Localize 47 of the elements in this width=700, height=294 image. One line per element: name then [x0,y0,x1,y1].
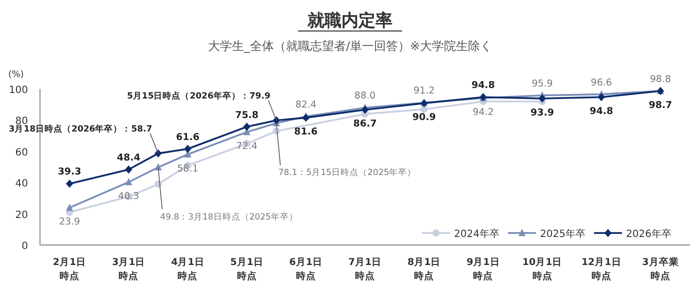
data-label: 86.7 [353,118,377,130]
data-label: 58.1 [177,163,198,174]
y-tick-label: 0 [22,241,28,252]
data-label: 98.7 [648,100,672,112]
data-label: 88.0 [354,90,376,102]
x-tick-label: 12月1日時点 [581,257,622,282]
data-label: 82.4 [295,99,316,110]
x-tick-label: 3月1日時点 [112,257,146,282]
x-tick-label: 3月卒業時点 [642,256,679,282]
legend-label: 2025年卒 [540,228,586,240]
x-tick-label: 9月1日時点 [466,257,500,282]
data-label: 94.2 [472,107,494,118]
x-tick-label: 4月1日時点 [171,257,204,282]
data-label: 72.4 [236,141,258,152]
data-label: 49.8：3月18日時点（2025年卒） [160,211,298,222]
data-label: 40.3 [118,191,140,202]
data-label: 95.9 [532,78,553,90]
y-axis-title: (%) [8,70,24,80]
x-tick-label: 2月1日時点 [52,257,86,282]
y-tick-label: 40 [15,178,28,190]
data-label: 91.2 [414,86,435,97]
data-label: 94.8 [590,106,614,118]
data-label: 90.9 [412,112,436,124]
x-tick-label: 8月1日時点 [407,257,441,282]
data-label: 39.3 [58,166,82,178]
data-label: 98.8 [650,74,672,85]
x-tick-label: 7月1日時点 [348,257,382,282]
y-tick-label: 20 [15,210,28,221]
data-label: 75.8 [235,110,259,121]
data-label: 81.6 [294,126,318,138]
data-label: 48.4 [116,152,141,164]
chart-subtitle: 大学生_全体（就職志望者/単一回答）※大学院生除く [208,39,492,53]
data-label: 23.9 [58,216,80,228]
chart-title: 就職内定率 [306,11,392,31]
data-label: 93.9 [530,108,554,119]
data-label: 94.8 [471,80,496,92]
data-label: 5月15日時点（2026年卒）：79.9 [126,90,270,102]
legend-label: 2026年卒 [626,228,672,240]
data-label: 96.6 [590,77,612,88]
y-tick-label: 60 [15,147,28,158]
x-tick-label: 10月1日時点 [522,257,562,282]
data-label: 61.6 [176,132,200,143]
data-label: 78.1：5月15日時点（2025年卒） [278,167,416,178]
y-tick-label: 100 [8,85,28,96]
legend-label: 2024年卒 [454,228,500,240]
x-tick-label: 6月1日時点 [289,257,323,282]
x-tick-label: 5月1日時点 [230,257,264,282]
